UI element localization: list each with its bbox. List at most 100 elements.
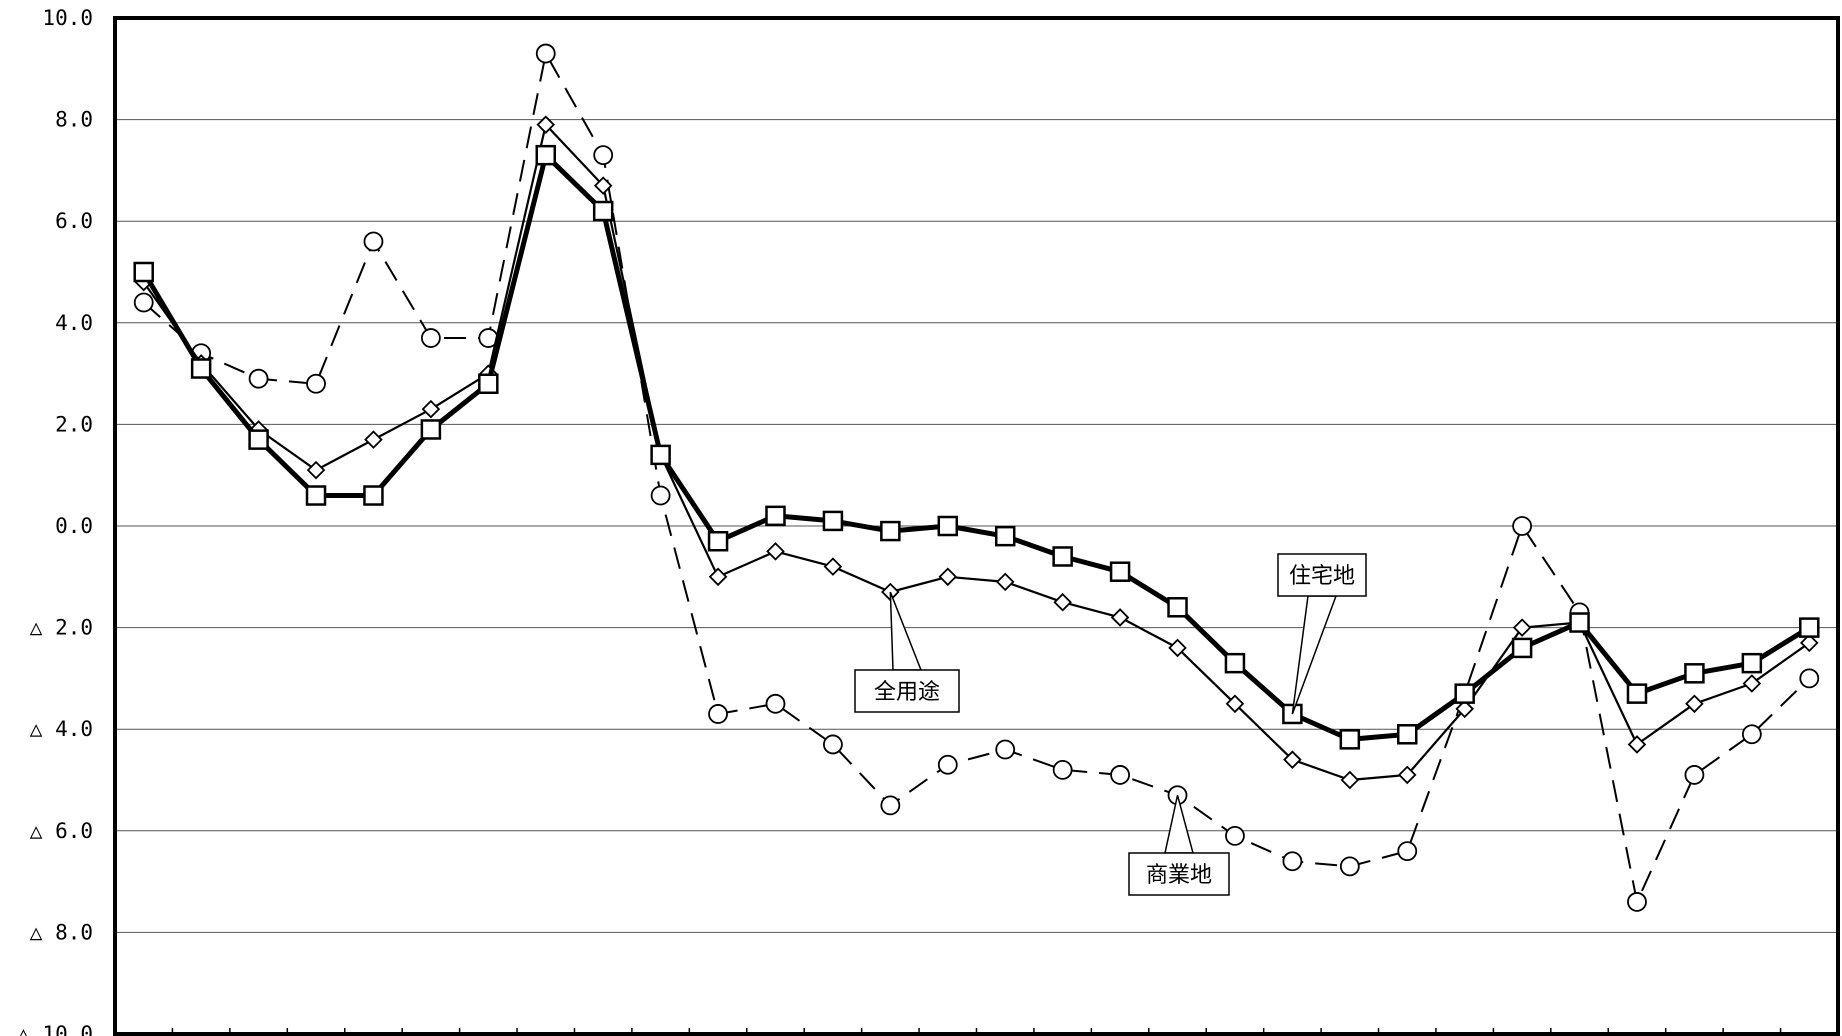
y-tick-label: 10.0 [42, 6, 93, 30]
data-point-square [420, 419, 442, 440]
y-tick-label: 0.0 [55, 514, 93, 538]
series-square [133, 144, 1820, 750]
data-point-diamond [536, 115, 556, 134]
data-point-diamond [1397, 765, 1417, 785]
callout-box [854, 669, 960, 713]
data-point-square [1511, 637, 1533, 659]
data-point-square [1167, 597, 1188, 618]
callout: 住宅地 [1277, 553, 1367, 715]
data-point-circle [823, 734, 843, 755]
data-point-diamond [364, 430, 383, 449]
data-point-square [937, 515, 959, 537]
series-line [142, 123, 1810, 782]
data-point-circle [1225, 825, 1245, 846]
data-point-diamond [421, 399, 441, 419]
data-point-square [1684, 663, 1705, 684]
data-point-square [822, 510, 844, 532]
data-point-circle [1339, 856, 1360, 877]
data-point-diamond [1053, 592, 1072, 612]
data-point-diamond [1110, 608, 1130, 627]
callout: 商業地 [1128, 795, 1230, 896]
series-line [143, 52, 1810, 903]
data-point-diamond [1742, 674, 1762, 693]
data-point-circle [1282, 851, 1303, 872]
data-point-diamond [766, 542, 785, 561]
data-point-circle [937, 754, 958, 775]
data-point-diamond [938, 567, 958, 587]
data-point-square [1109, 561, 1131, 582]
data-point-square [248, 429, 269, 450]
data-point-square [1224, 652, 1246, 674]
data-point-square [1339, 729, 1361, 750]
data-point-circle [535, 43, 556, 64]
series-line [141, 152, 1811, 742]
data-point-circle [248, 368, 269, 389]
data-point-square [707, 530, 729, 552]
callout-pointer [1164, 795, 1194, 854]
data-point-square [1799, 617, 1820, 638]
data-point-diamond [1168, 638, 1187, 658]
data-point-diamond [1340, 770, 1360, 790]
data-point-diamond [1800, 633, 1819, 653]
callout-label: 商業地 [1146, 863, 1212, 888]
data-point-square [1626, 683, 1648, 704]
data-point-diamond [1627, 735, 1647, 754]
data-point-circle [1684, 765, 1705, 785]
data-point-square [1397, 724, 1418, 745]
data-point-diamond [708, 567, 728, 587]
y-axis-tick-labels: 10.0 8.0 6.0 4.0 2.0 0.0 △ 2.0 △ 4.0 △ 6.0 △ 8.0 △… [17, 6, 93, 1036]
data-point-circle [1627, 892, 1647, 912]
y-tick-label: △ 4.0 [30, 717, 93, 741]
data-point-circle [880, 795, 901, 816]
callout-box [1277, 553, 1367, 597]
data-point-diamond [593, 176, 613, 195]
data-point-square [1569, 612, 1590, 633]
data-point-square [1052, 546, 1073, 567]
data-point-diamond [995, 572, 1015, 592]
data-point-square [765, 505, 786, 527]
callout-label: 全用途 [874, 680, 940, 705]
y-tick-label: △ 6.0 [30, 819, 93, 843]
series-circle [133, 43, 1820, 912]
data-point-square [592, 200, 614, 222]
y-tick-label: 4.0 [55, 311, 93, 335]
data-point-circle [995, 739, 1016, 760]
y-tick-label: △ 10.0 [17, 1022, 93, 1036]
plot-area-frame [113, 16, 1840, 1036]
y-tick-label: 8.0 [55, 108, 93, 132]
data-point-circle [593, 145, 614, 166]
data-point-diamond [1685, 694, 1704, 714]
data-point-square [994, 525, 1016, 547]
data-point-circle [420, 328, 441, 348]
y-tick-label: △ 8.0 [30, 920, 93, 944]
series-diamond [134, 115, 1819, 790]
data-point-square [305, 485, 327, 506]
data-point-diamond [1512, 618, 1532, 637]
data-point-square [133, 261, 154, 283]
data-point-diamond [306, 460, 326, 480]
y-tick-label: 2.0 [55, 412, 93, 436]
callout: 全用途 [854, 591, 960, 713]
data-point-square [478, 373, 499, 395]
data-point-square [535, 144, 556, 166]
data-point-diamond [1225, 694, 1245, 714]
data-point-circle [363, 231, 384, 252]
data-point-diamond [823, 557, 843, 576]
data-point-square [650, 444, 671, 466]
data-point-circle [133, 292, 154, 313]
callout-box [1128, 852, 1230, 896]
data-point-square [1741, 652, 1763, 674]
series-layer [133, 43, 1820, 912]
data-point-square [190, 358, 212, 379]
data-point-circle [765, 693, 786, 714]
data-point-square [880, 520, 901, 542]
callout-pointer [889, 591, 923, 671]
data-point-circle [1397, 841, 1418, 862]
data-point-circle [1512, 516, 1533, 536]
y-tick-label: 6.0 [55, 209, 93, 233]
data-point-circle [1110, 765, 1130, 785]
data-point-circle [1799, 668, 1820, 689]
data-point-circle [650, 485, 671, 506]
data-point-diamond [1283, 750, 1302, 769]
